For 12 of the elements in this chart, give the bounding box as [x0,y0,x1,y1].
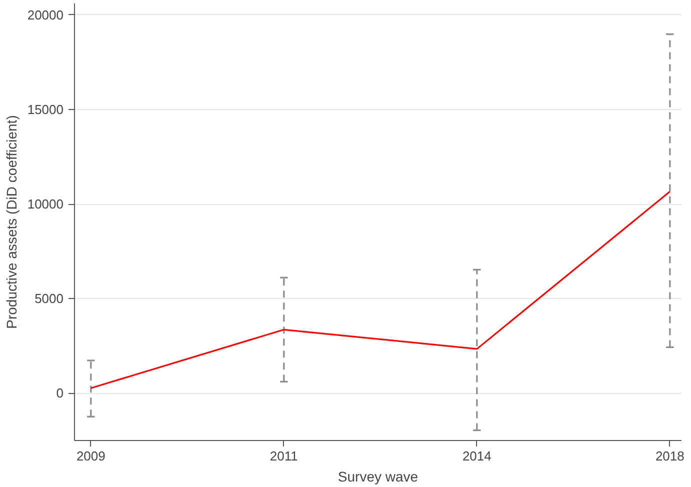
y-tick-label: 5000 [34,291,64,306]
y-tick-label: 0 [56,386,64,401]
y-tick-label: 20000 [27,7,64,22]
x-tick-label: 2009 [76,448,106,464]
x-tick-label: 2018 [655,448,684,464]
x-tick-label: 2014 [462,448,492,464]
x-axis-title: Survey wave [338,468,418,484]
y-tick-label: 10000 [27,196,64,212]
y-tick-label: 15000 [27,102,64,117]
line-series [90,190,671,389]
x-tick-label: 2011 [270,448,298,464]
y-axis-title: Productive assets (DiD coefficient) [3,115,20,329]
